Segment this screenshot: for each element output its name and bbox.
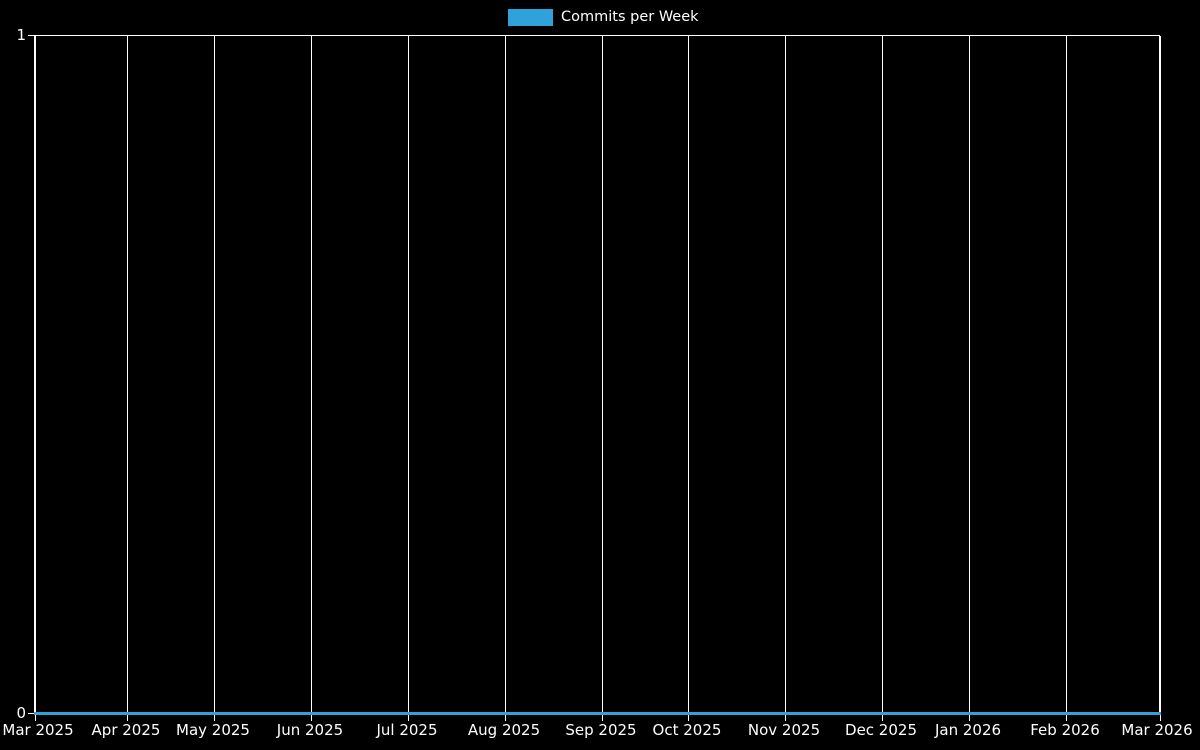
xtick-label-jun-2025: Jun 2025 — [276, 721, 344, 739]
gridline-mar-2026 — [1160, 36, 1161, 721]
gridline-nov-2025 — [785, 36, 786, 721]
xtick-label-jan-2026: Jan 2026 — [934, 721, 1002, 739]
gridline-oct-2025 — [688, 36, 689, 721]
gridline-jan-2026 — [969, 36, 970, 721]
gridline-apr-2025 — [127, 36, 128, 721]
gridline-feb-2026 — [1066, 36, 1067, 721]
ytick-mark-0 — [28, 713, 34, 714]
xtick-label-oct-2025: Oct 2025 — [652, 721, 722, 739]
plot-area — [34, 35, 1161, 721]
chart-legend: Commits per Week — [508, 6, 699, 28]
legend-swatch-commits-per-week — [508, 8, 553, 26]
xtick-label-feb-2026: Feb 2026 — [1030, 721, 1100, 739]
xtick-label-mar-2025: Mar 2025 — [2, 721, 74, 739]
xtick-label-dec-2025: Dec 2025 — [845, 721, 917, 739]
xtick-label-nov-2025: Nov 2025 — [747, 721, 821, 739]
gridline-mar-2025 — [35, 36, 36, 721]
gridline-jul-2025 — [408, 36, 409, 721]
gridline-jun-2025 — [311, 36, 312, 721]
gridline-sep-2025 — [602, 36, 603, 721]
xtick-label-jul-2025: Jul 2025 — [376, 721, 438, 739]
xtick-label-aug-2025: Aug 2025 — [467, 721, 541, 739]
xtick-label-apr-2025: Apr 2025 — [91, 721, 161, 739]
gridline-dec-2025 — [882, 36, 883, 721]
series-line-commits-per-week — [34, 712, 1161, 715]
xtick-label-sep-2025: Sep 2025 — [565, 721, 637, 739]
legend-label-commits-per-week: Commits per Week — [561, 8, 699, 25]
ytick-mark-1 — [28, 35, 34, 36]
ytick-label-0: 0 — [16, 704, 26, 722]
ytick-label-1: 1 — [16, 26, 26, 44]
gridline-may-2025 — [214, 36, 215, 721]
xtick-label-mar-2026: Mar 2026 — [1121, 721, 1193, 739]
xtick-label-may-2025: May 2025 — [176, 721, 250, 739]
gridline-aug-2025 — [505, 36, 506, 721]
